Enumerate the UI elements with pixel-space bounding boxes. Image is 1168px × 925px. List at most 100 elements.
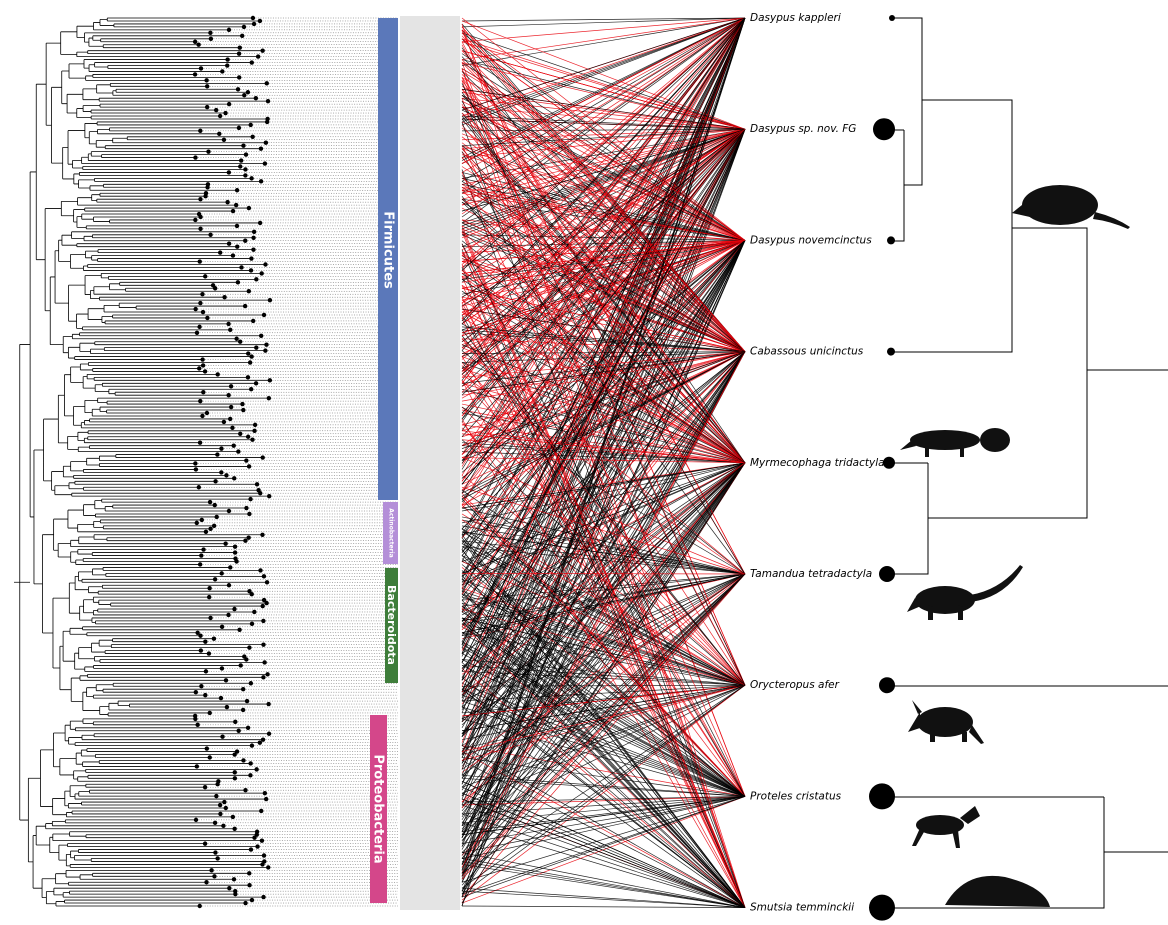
link [461, 17, 746, 595]
tip-dot [236, 75, 242, 80]
link [461, 17, 746, 351]
tip-dot [232, 826, 237, 831]
tip-dot [205, 315, 210, 321]
tip-dot [193, 689, 199, 695]
tip-dot [254, 482, 260, 487]
tip-dot [205, 185, 210, 190]
tip-dot [200, 413, 205, 419]
tip-dot [217, 802, 223, 808]
tip-dot [208, 615, 213, 621]
tip-dot [221, 137, 227, 142]
tip-dot [230, 208, 236, 214]
tip-dot [234, 336, 239, 341]
tip-dot [245, 725, 251, 731]
tip-dot [226, 508, 232, 514]
tip-dot [246, 464, 252, 469]
link [461, 555, 746, 686]
link [461, 573, 746, 770]
tip-dot [224, 473, 229, 478]
link [461, 145, 746, 352]
tip-dot [200, 309, 206, 315]
link [461, 804, 746, 908]
host-node [883, 456, 895, 469]
link [461, 240, 746, 663]
tip-dot [264, 342, 269, 347]
link [461, 240, 746, 696]
phylum-bar [385, 568, 398, 683]
link [461, 92, 746, 464]
link [461, 240, 746, 262]
tip-dot [219, 666, 225, 671]
tip-dot [237, 339, 243, 344]
tip-dot [251, 21, 257, 27]
link [461, 659, 746, 686]
link [461, 462, 746, 654]
link [461, 240, 746, 283]
tip-dot [203, 193, 208, 199]
tip-dot [250, 15, 256, 21]
link [461, 38, 746, 241]
tip-dot [262, 161, 268, 166]
link [461, 623, 746, 797]
link [461, 32, 746, 241]
link [461, 128, 746, 239]
host-name: Smutsia temminckii [750, 902, 854, 914]
tip-dot [197, 259, 202, 264]
link [461, 641, 746, 908]
link [461, 555, 746, 797]
tip-dot [204, 746, 210, 751]
link [461, 351, 746, 737]
hosts: Dasypus kappleri Dasypus sp. nov. FG Dasyp… [750, 12, 895, 921]
tip-dot [235, 87, 241, 92]
link [461, 240, 746, 301]
link [461, 240, 746, 678]
tip-dot [212, 874, 217, 879]
link [461, 442, 746, 464]
link [461, 462, 746, 812]
link [461, 792, 746, 908]
tip-dot [232, 476, 237, 481]
link [461, 273, 746, 464]
tip-dot [219, 446, 224, 451]
tip-dot [253, 95, 259, 101]
host-node [887, 347, 895, 356]
link [461, 626, 746, 797]
tip-dot [201, 547, 206, 552]
tip-dot [240, 401, 245, 407]
tip-dot [207, 755, 212, 760]
tip-dot [196, 485, 202, 490]
tip-dot [207, 586, 212, 591]
link [461, 596, 746, 686]
tip-dot [251, 229, 257, 235]
tip-dot [222, 799, 227, 805]
link [461, 240, 746, 838]
tip-dot [228, 327, 233, 333]
link [461, 362, 746, 464]
link [461, 128, 746, 342]
tip-dot [204, 84, 210, 89]
link [461, 684, 746, 761]
link [461, 240, 746, 595]
tip-leaders [195, 17, 398, 907]
link [461, 780, 746, 908]
link [461, 573, 746, 898]
phylum-bar [383, 502, 398, 564]
link [461, 573, 746, 886]
link [461, 462, 746, 788]
link [461, 531, 746, 575]
link [461, 17, 746, 28]
tip-dot [265, 98, 271, 104]
tip-dot [239, 33, 245, 39]
tip-dot [228, 404, 234, 410]
tip-dot [226, 241, 232, 246]
tip-dot [208, 36, 214, 41]
tip-dot [211, 523, 217, 529]
tip-dot [197, 440, 203, 445]
link [461, 694, 746, 797]
tip-dot [208, 526, 213, 532]
link [461, 573, 746, 859]
tip-dot [261, 312, 267, 318]
link [461, 573, 746, 622]
link [461, 186, 746, 352]
host-node [869, 894, 895, 921]
